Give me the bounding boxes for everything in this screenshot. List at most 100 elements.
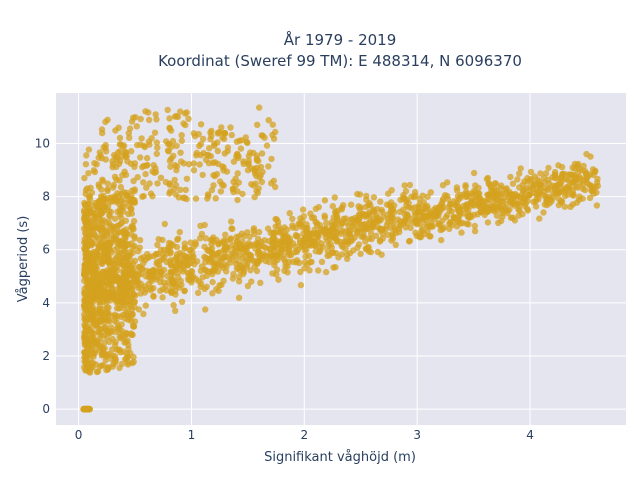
data-point (150, 292, 157, 300)
data-point (96, 335, 104, 342)
data-point (104, 304, 111, 311)
data-point (94, 250, 101, 257)
data-point (293, 257, 301, 264)
data-point (384, 231, 391, 238)
data-point (130, 217, 138, 225)
data-point (257, 163, 265, 171)
data-point (228, 251, 235, 258)
data-point (82, 161, 90, 168)
data-point (237, 145, 245, 152)
data-point (137, 115, 144, 123)
data-point (192, 195, 200, 202)
data-point (96, 298, 103, 305)
data-point (84, 296, 92, 303)
data-point (295, 220, 302, 228)
data-point (217, 188, 225, 195)
data-point (223, 168, 231, 175)
data-point (459, 219, 466, 227)
data-point (344, 255, 351, 262)
data-point (472, 182, 479, 189)
data-point (84, 291, 92, 299)
data-point (164, 106, 171, 114)
y-tick-label: 4 (42, 296, 50, 310)
data-point (111, 215, 119, 222)
data-point (463, 205, 470, 212)
data-point (447, 201, 454, 208)
data-point (146, 141, 153, 148)
y-tick-label: 0 (42, 402, 50, 416)
data-point (504, 207, 511, 214)
data-point (195, 278, 203, 285)
data-point (214, 268, 222, 275)
data-point (97, 284, 104, 291)
data-point (173, 167, 180, 174)
data-point (542, 170, 550, 177)
data-point (263, 142, 271, 149)
data-point (218, 257, 225, 264)
data-point (377, 225, 385, 233)
data-point (444, 179, 451, 186)
data-point (196, 161, 203, 168)
data-point (100, 250, 108, 257)
data-point (98, 210, 105, 217)
data-point (267, 229, 274, 236)
data-point (196, 142, 203, 150)
data-point (116, 201, 123, 208)
data-point (100, 362, 107, 369)
data-point (216, 178, 224, 185)
data-point (171, 278, 178, 285)
data-point (93, 161, 100, 168)
data-point (97, 326, 104, 333)
data-point (587, 171, 594, 178)
data-point (380, 213, 387, 221)
data-point (285, 240, 292, 247)
data-point (265, 117, 272, 124)
data-point (171, 161, 179, 169)
data-point (313, 233, 321, 241)
data-point (316, 243, 323, 251)
data-point (211, 142, 218, 149)
data-point (484, 196, 491, 203)
data-point (424, 193, 431, 200)
data-point (137, 154, 144, 161)
data-point (220, 164, 227, 171)
data-point (262, 257, 269, 265)
data-point (209, 267, 216, 275)
data-point (122, 248, 129, 256)
data-point (223, 263, 230, 270)
x-tick-labels: 0 1 2 3 4 (75, 428, 534, 442)
data-point (277, 238, 284, 245)
data-point (125, 262, 132, 269)
data-point (594, 182, 601, 190)
data-point (564, 176, 572, 184)
data-point (189, 254, 197, 261)
data-point (308, 230, 315, 238)
data-point (165, 148, 172, 155)
data-point (297, 281, 305, 289)
data-point (356, 191, 364, 198)
data-point (149, 193, 156, 200)
data-point (453, 218, 461, 225)
data-point (255, 243, 263, 250)
data-point (92, 219, 100, 227)
data-point (292, 243, 299, 250)
data-point (180, 120, 187, 127)
data-point (82, 201, 89, 208)
data-point (111, 246, 118, 254)
data-point (286, 210, 293, 217)
data-point (142, 273, 150, 280)
data-point (281, 267, 288, 274)
data-point (102, 281, 110, 289)
data-point (117, 183, 125, 191)
data-point (202, 235, 209, 242)
data-point (124, 316, 132, 323)
data-point (420, 199, 427, 206)
data-point (159, 294, 166, 301)
data-point (438, 236, 445, 244)
data-point (460, 210, 467, 217)
data-point (256, 174, 263, 181)
data-point (102, 269, 110, 276)
data-point (175, 269, 182, 276)
data-point (105, 274, 112, 281)
data-point (81, 336, 88, 344)
